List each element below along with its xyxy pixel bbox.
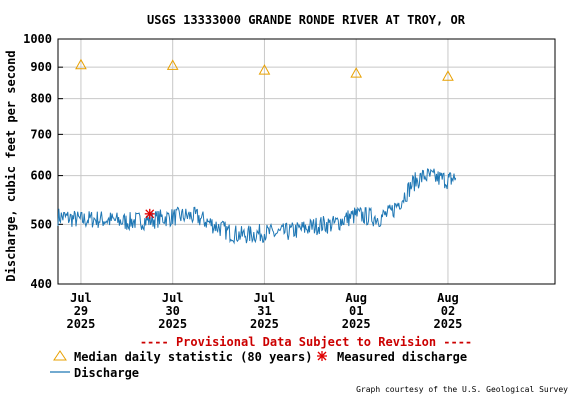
x-tick-label: Aug (437, 291, 459, 305)
median-marker (442, 70, 454, 81)
legend-asterisk (317, 351, 327, 361)
y-tick-label: 1000 (23, 32, 52, 46)
x-tick-label: 01 (349, 304, 363, 318)
median-marker (258, 64, 271, 75)
plot-area (57, 38, 556, 285)
median-marker (75, 58, 87, 70)
legend-discharge-label: Discharge (74, 366, 139, 380)
provisional-note: ---- Provisional Data Subject to Revisio… (140, 335, 472, 349)
x-tick-label: 29 (74, 304, 88, 318)
x-tick-label: Jul (70, 291, 92, 305)
y-axis-ticks: 400 500 600 700 800 900 1000 (23, 32, 63, 291)
y-tick-label: 500 (30, 217, 52, 231)
x-tick-label: 2025 (342, 317, 371, 331)
median-marker (166, 59, 179, 70)
y-tick-label: 800 (30, 92, 52, 106)
x-tick-label: 30 (165, 304, 179, 318)
discharge-line (57, 168, 457, 245)
y-axis-label: Discharge, cubic feet per second (4, 50, 18, 281)
x-tick-label: Jul (254, 291, 276, 305)
x-tick-label: 31 (257, 304, 271, 318)
x-tick-label: 2025 (158, 317, 187, 331)
credit-text: Graph courtesy of the U.S. Geological Su… (356, 385, 568, 394)
y-tick-label: 900 (30, 60, 52, 74)
chart-title: USGS 13333000 GRANDE RONDE RIVER AT TROY… (147, 13, 466, 27)
y-tick-label: 400 (30, 277, 52, 291)
y-tick-label: 600 (30, 169, 52, 183)
median-marker (350, 67, 363, 78)
x-axis-ticks: Jul292025Jul302025Jul312025Aug012025Aug0… (66, 291, 462, 331)
measured-marker-stroke (145, 209, 155, 219)
x-tick-label: Jul (162, 291, 184, 305)
legend: Median daily statistic (80 years) Measur… (50, 350, 467, 380)
legend-asterisk-stroke (317, 351, 327, 361)
legend-measured-marker (317, 351, 327, 361)
series-layer (57, 58, 457, 245)
x-tick-label: Aug (345, 291, 367, 305)
x-tick-label: 02 (441, 304, 455, 318)
legend-median-label: Median daily statistic (80 years) (74, 350, 312, 364)
y-tick-label: 700 (30, 127, 52, 141)
grid-lines (58, 39, 555, 284)
x-tick-label: 2025 (434, 317, 463, 331)
legend-median-marker (53, 350, 67, 361)
x-tick-label: 2025 (66, 317, 95, 331)
x-tick-label: 2025 (250, 317, 279, 331)
legend-measured-label: Measured discharge (337, 350, 467, 364)
measured-marker (144, 208, 155, 219)
